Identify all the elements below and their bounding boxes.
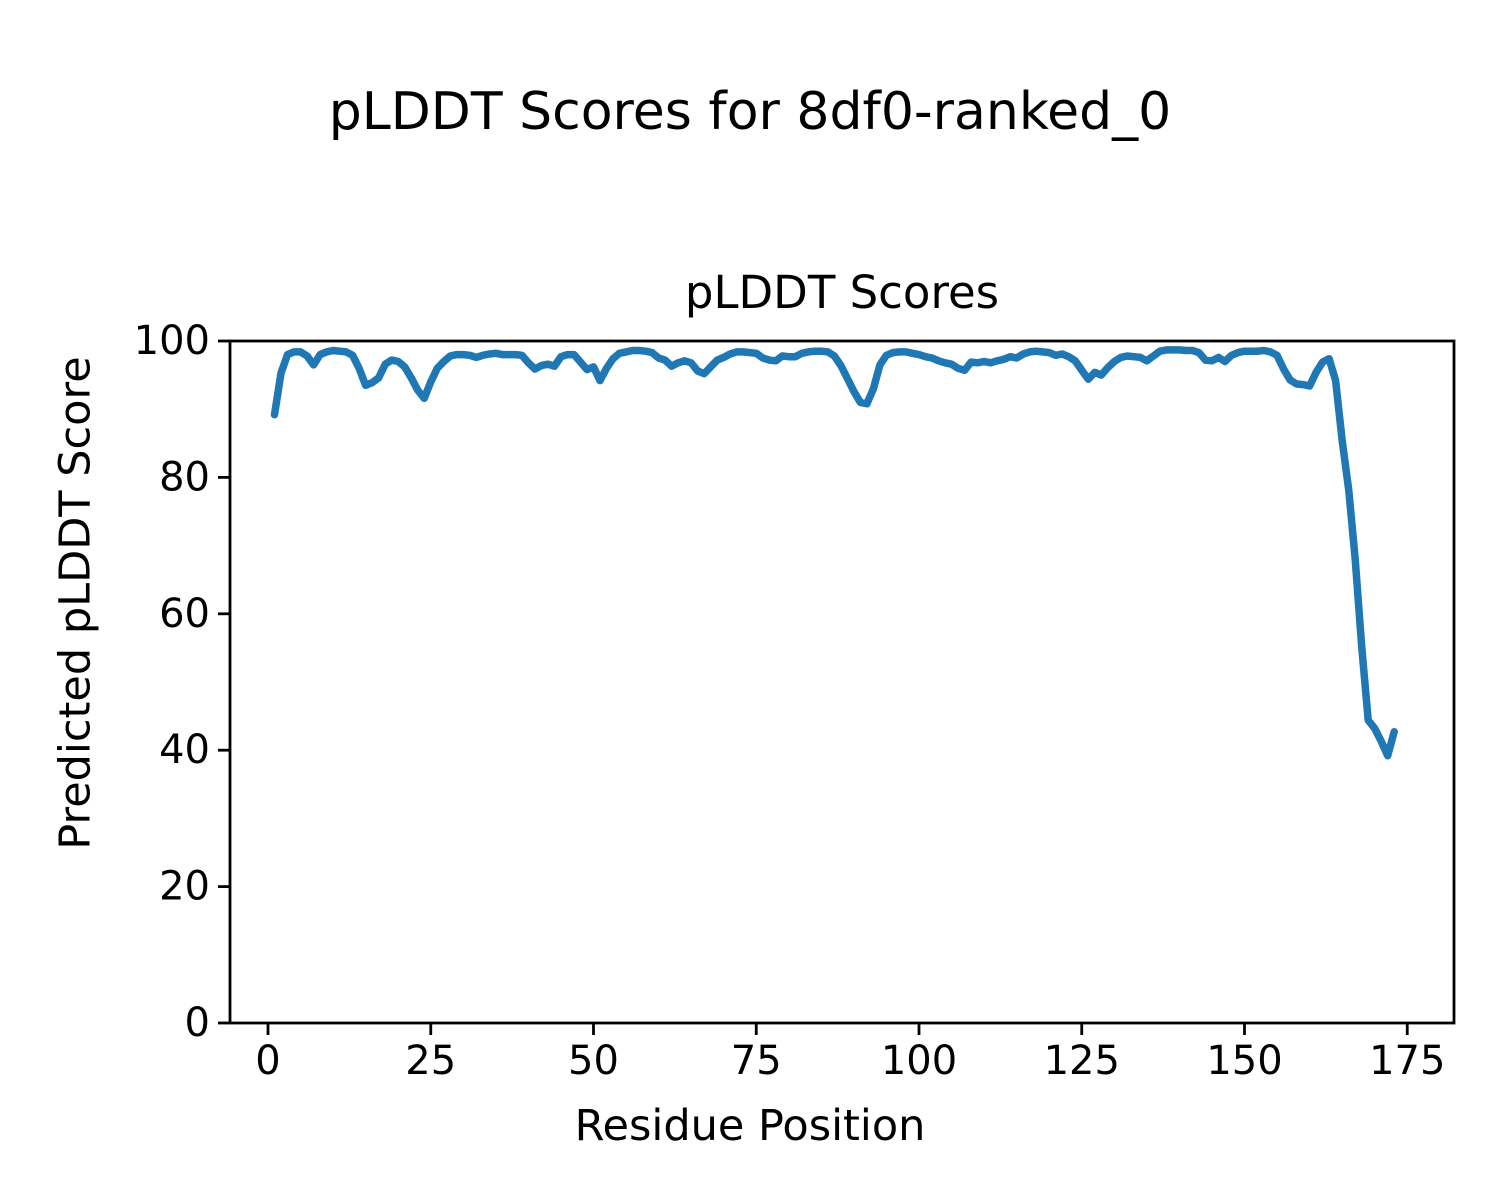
y-tick-label: 20 — [159, 864, 210, 910]
x-axis-label: Residue Position — [574, 1101, 926, 1151]
y-tick-label: 100 — [134, 318, 210, 364]
y-tick-label: 80 — [159, 454, 210, 500]
x-tick-label: 50 — [568, 1038, 619, 1084]
y-tick-label: 0 — [185, 1000, 210, 1046]
x-tick-label: 175 — [1369, 1038, 1445, 1084]
x-tick-label: 0 — [255, 1038, 280, 1084]
axes-spines — [228, 339, 1456, 1025]
y-tick-label: 40 — [159, 727, 210, 773]
x-tick-label: 25 — [405, 1038, 456, 1084]
x-tick-label: 75 — [731, 1038, 782, 1084]
y-tick-label: 60 — [159, 591, 210, 637]
axes-title: pLDDT Scores — [684, 266, 1000, 319]
x-tick-label: 100 — [881, 1038, 957, 1084]
x-tick-label: 125 — [1044, 1038, 1120, 1084]
x-tick-label: 150 — [1206, 1038, 1282, 1084]
plddt-line — [270, 346, 1398, 760]
figure-title: pLDDT Scores for 8df0-ranked_0 — [328, 82, 1172, 142]
